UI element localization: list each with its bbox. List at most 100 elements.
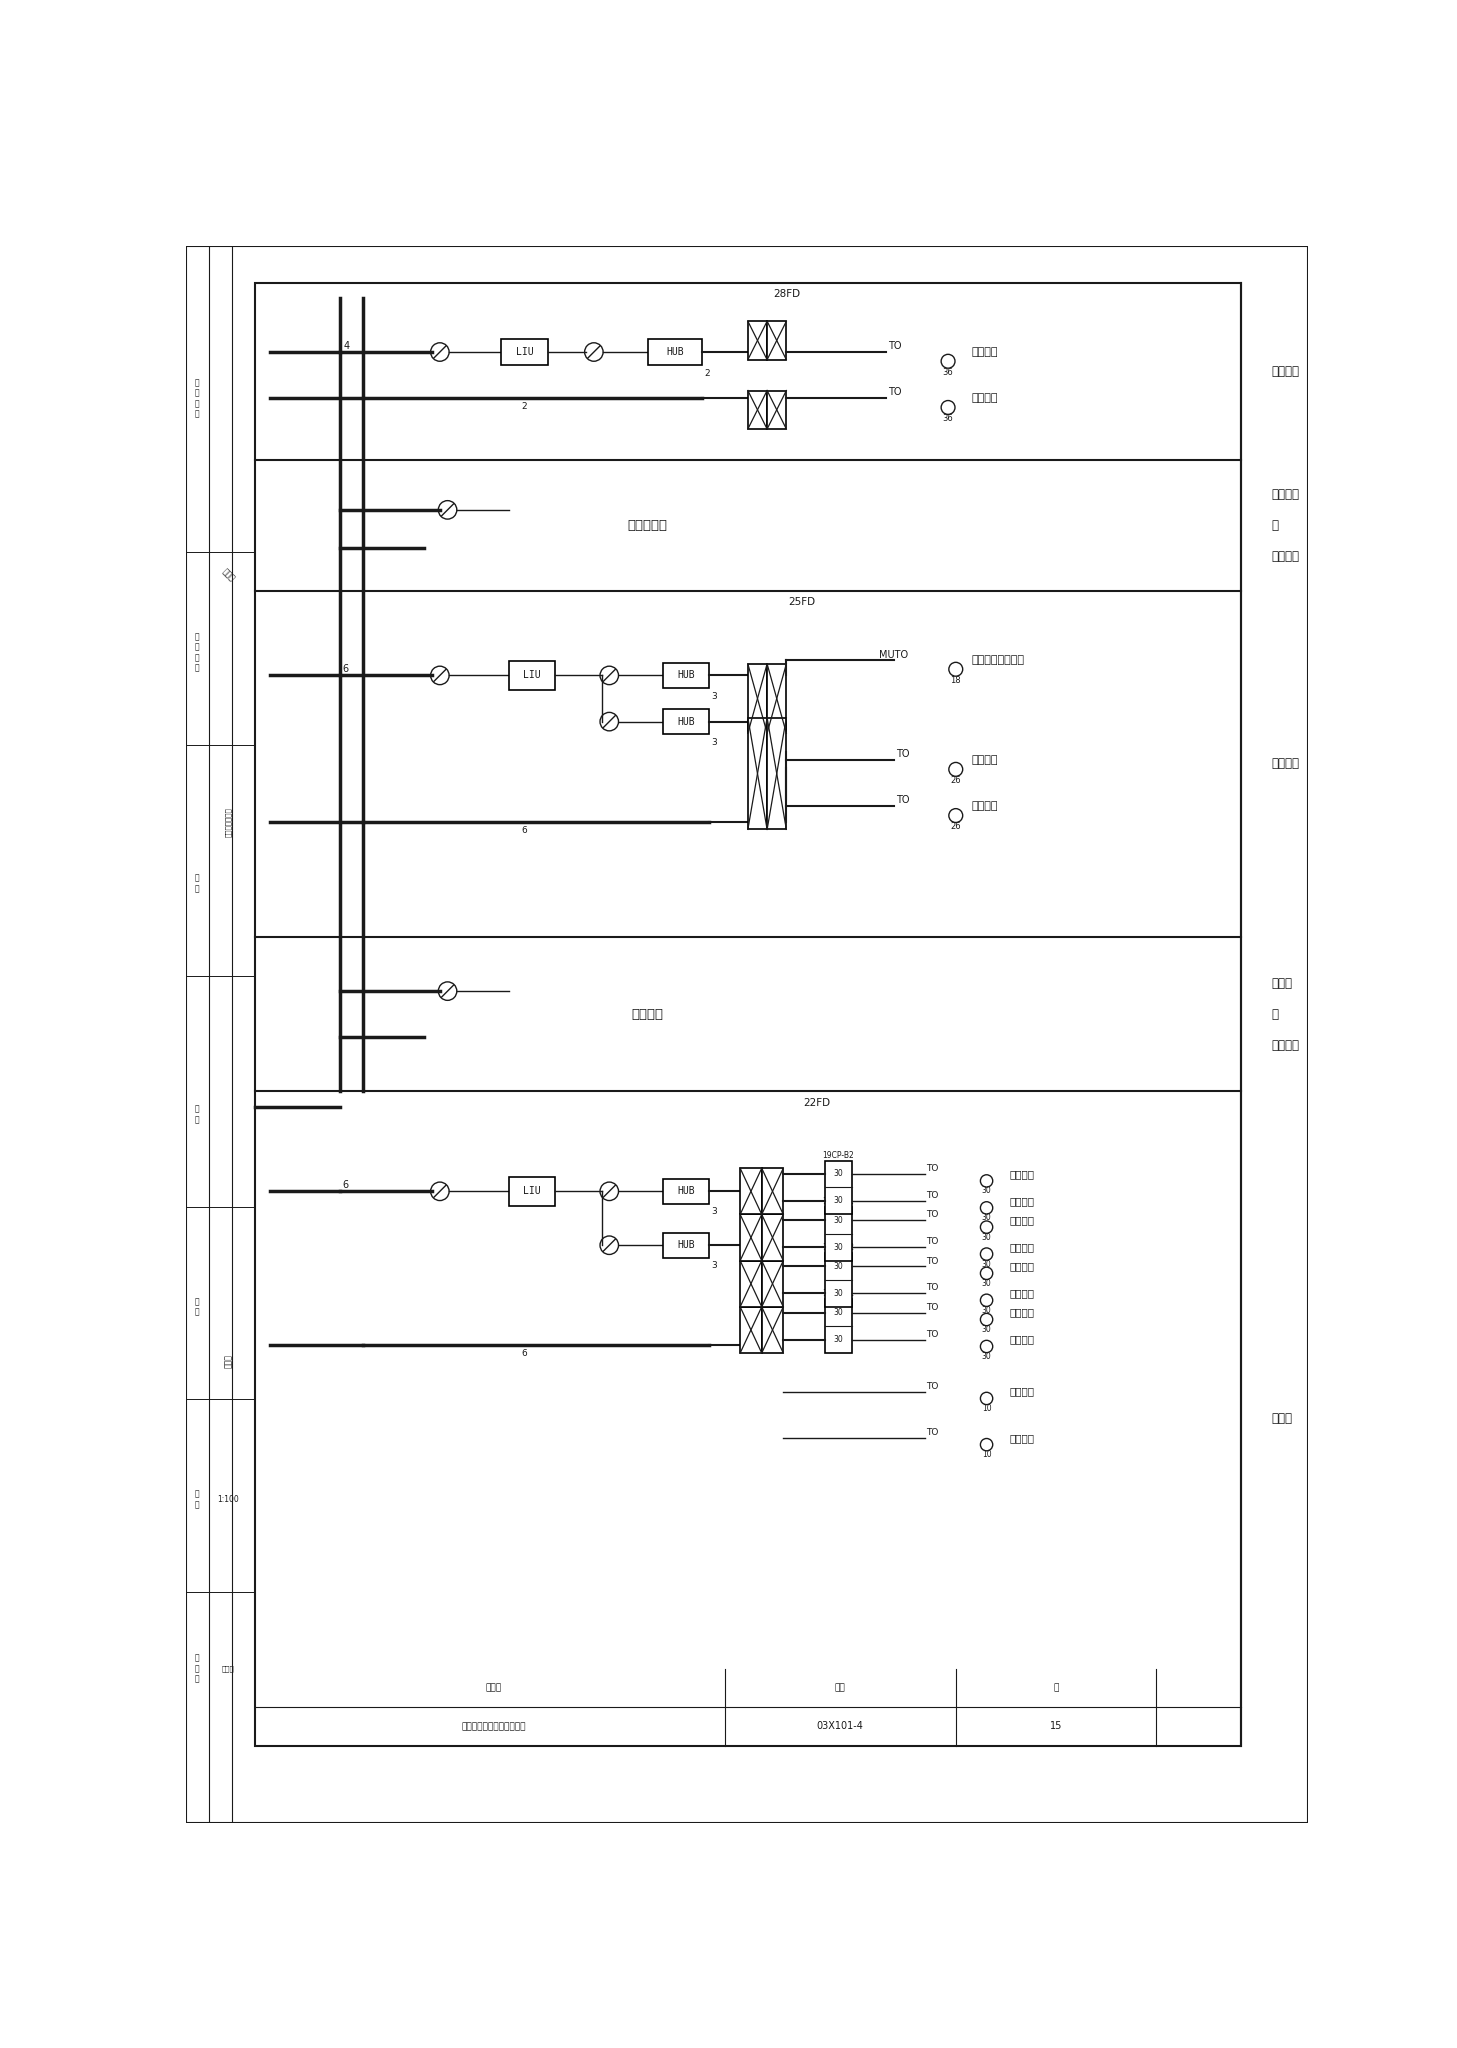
Bar — [762, 1307, 784, 1354]
Text: 6: 6 — [342, 664, 348, 674]
Text: TO: TO — [927, 1163, 938, 1174]
Text: 支持数据: 支持数据 — [1010, 1214, 1034, 1225]
Text: 支持语音: 支持语音 — [1010, 1196, 1034, 1206]
Text: 18: 18 — [950, 676, 962, 684]
Text: 15: 15 — [1049, 1722, 1062, 1731]
Bar — [747, 391, 768, 428]
Text: 6: 6 — [522, 1350, 527, 1358]
Text: 绘
图: 绘 图 — [195, 1104, 200, 1124]
Text: 30: 30 — [833, 1262, 844, 1272]
Text: LIU: LIU — [523, 1186, 541, 1196]
Text: TO: TO — [927, 1382, 938, 1391]
Text: 30: 30 — [833, 1335, 844, 1343]
Text: LIU: LIU — [516, 346, 533, 356]
Text: 图纸名: 图纸名 — [485, 1683, 501, 1692]
Text: 26: 26 — [950, 776, 962, 784]
Text: 36: 36 — [943, 367, 953, 377]
Text: 二十层: 二十层 — [1272, 977, 1292, 989]
Text: 03X101-4: 03X101-4 — [817, 1722, 864, 1731]
Bar — [825, 1206, 852, 1262]
Text: 支持语音: 支持语音 — [1010, 1335, 1034, 1346]
Text: 支持语音: 支持语音 — [1010, 1243, 1034, 1251]
Text: 3: 3 — [711, 737, 717, 748]
Text: TO: TO — [927, 1237, 938, 1247]
Text: 30: 30 — [833, 1169, 844, 1178]
Bar — [255, 283, 1241, 1745]
Text: 30: 30 — [982, 1352, 991, 1362]
Text: 6: 6 — [522, 825, 527, 836]
Bar — [825, 1298, 852, 1354]
Text: 二十六层: 二十六层 — [1272, 549, 1300, 563]
Text: 4: 4 — [344, 340, 350, 350]
Text: 及: 及 — [1272, 518, 1278, 532]
Text: 二十五层: 二十五层 — [1272, 758, 1300, 770]
Bar — [747, 717, 768, 829]
Bar — [825, 1161, 852, 1214]
Text: TO: TO — [927, 1257, 938, 1266]
Text: MUTO: MUTO — [879, 649, 908, 659]
Text: 综合布线系统工程设计实例: 综合布线系统工程设计实例 — [462, 1722, 526, 1731]
Text: 某大厦: 某大厦 — [220, 567, 236, 584]
Text: HUB: HUB — [678, 1186, 695, 1196]
Text: 图号: 图号 — [835, 1683, 845, 1692]
Text: 30: 30 — [833, 1288, 844, 1298]
Text: 系
统
名
称: 系 统 名 称 — [195, 633, 200, 672]
Bar — [648, 338, 702, 365]
Text: TO: TO — [927, 1284, 938, 1292]
Text: 十九层: 十九层 — [1272, 1411, 1292, 1425]
Bar — [740, 1214, 762, 1262]
Text: HUB: HUB — [666, 346, 683, 356]
Text: 支持数据: 支持数据 — [1010, 1169, 1034, 1180]
Text: 3: 3 — [711, 692, 717, 700]
Text: 二十七层: 二十七层 — [1272, 487, 1300, 502]
Text: 二十八层: 二十八层 — [1272, 365, 1300, 377]
Text: 6: 6 — [342, 1180, 348, 1190]
Text: 30: 30 — [982, 1307, 991, 1315]
Text: TO: TO — [896, 795, 909, 805]
Text: 30: 30 — [982, 1186, 991, 1196]
Text: TO: TO — [887, 340, 902, 350]
Text: 30: 30 — [982, 1260, 991, 1268]
Text: 19CP-A1: 19CP-A1 — [822, 1290, 854, 1298]
Text: 同十九层: 同十九层 — [632, 1008, 664, 1020]
Text: TO: TO — [927, 1192, 938, 1200]
Bar — [762, 1262, 784, 1307]
Text: 支持语音: 支持语音 — [1010, 1288, 1034, 1298]
Text: LIU: LIU — [523, 670, 541, 680]
Text: TO: TO — [887, 387, 902, 397]
Text: TO: TO — [927, 1329, 938, 1339]
Text: 支持语音: 支持语音 — [972, 393, 998, 403]
Bar — [663, 709, 710, 733]
Text: 校
对: 校 对 — [195, 1489, 200, 1509]
Text: 3: 3 — [711, 1262, 717, 1270]
Text: TO: TO — [927, 1210, 938, 1219]
Text: 二十四层: 二十四层 — [1272, 1038, 1300, 1051]
Text: 建
筑
名
称: 建 筑 名 称 — [195, 379, 200, 418]
Text: 28FD: 28FD — [772, 289, 800, 299]
Text: 支持数据: 支持数据 — [972, 346, 998, 356]
Text: 支持数据: 支持数据 — [1010, 1262, 1034, 1272]
Text: 2: 2 — [704, 369, 710, 379]
Bar — [663, 1180, 710, 1204]
Text: 图纸名: 图纸名 — [221, 1665, 235, 1671]
Bar — [501, 338, 548, 365]
Text: TO: TO — [927, 1427, 938, 1438]
Text: 19CP-B2: 19CP-B2 — [822, 1151, 854, 1159]
Text: 10: 10 — [982, 1405, 991, 1413]
Bar — [768, 717, 787, 829]
Text: 19CP-A2: 19CP-A2 — [822, 1243, 854, 1251]
Bar — [768, 391, 787, 428]
Bar — [747, 322, 768, 360]
Text: 30: 30 — [982, 1278, 991, 1288]
Text: 支持计算机、语音: 支持计算机、语音 — [972, 655, 1024, 666]
Bar — [663, 664, 710, 688]
Text: 支持数据: 支持数据 — [1010, 1386, 1034, 1397]
Text: 30: 30 — [833, 1196, 844, 1206]
Text: 30: 30 — [833, 1217, 844, 1225]
Text: 比
例: 比 例 — [195, 874, 200, 893]
Text: HUB: HUB — [678, 1241, 695, 1249]
Bar — [740, 1262, 762, 1307]
Text: 22FD: 22FD — [804, 1098, 830, 1108]
Bar — [740, 1307, 762, 1354]
Text: 30: 30 — [982, 1325, 991, 1333]
